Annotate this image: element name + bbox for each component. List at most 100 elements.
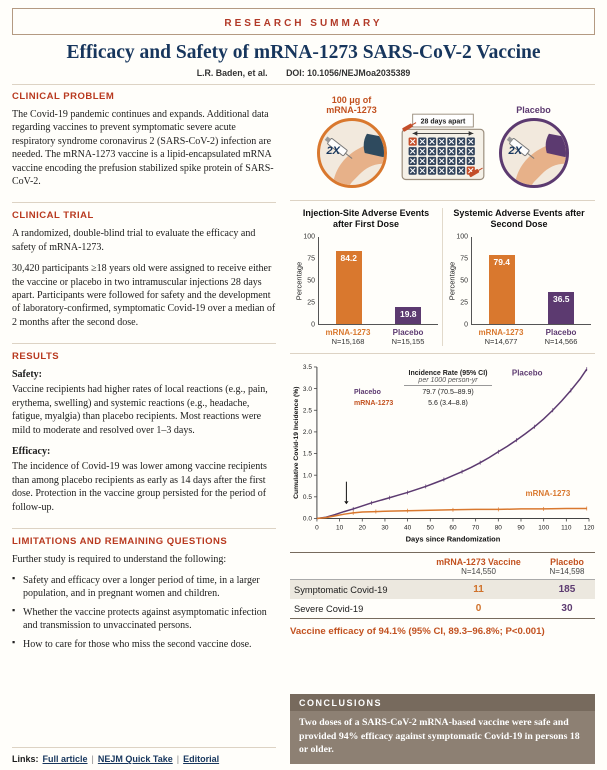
placebo-curve-label: Placebo — [512, 369, 543, 378]
y-axis-ticks: 0 25 50 75 100 — [303, 234, 318, 329]
page-title: Efficacy and Safety of mRNA-1273 SARS-Co… — [66, 42, 541, 63]
conclusions-box: CONCLUSIONS Two doses of a SARS-CoV-2 mR… — [290, 694, 595, 764]
conclusions-body: Two doses of a SARS-CoV-2 mRNA-based vac… — [299, 717, 580, 755]
y-tick-label: 50 — [460, 277, 468, 285]
legend-row-placebo: Placebo 79.7 (70.5–89.9) — [354, 389, 474, 396]
link-full-article[interactable]: Full article — [42, 754, 88, 764]
incidence-rate-legend: Incidence Rate (95% CI) per 1000 person-… — [354, 370, 492, 409]
table-row-symptomatic: Symptomatic Covid-19 11 185 — [290, 579, 595, 600]
bar-value-label: 84.2 — [340, 252, 358, 263]
cumulative-incidence-chart: 0 10 20 30 40 50 60 70 80 90 100 110 120 0.0 0.5 1.0 1.5… — [290, 353, 595, 544]
vaccine-2x-label: 2X — [326, 145, 340, 157]
section-clinical-trial: CLINICAL TRIAL A randomized, double-blin… — [12, 202, 276, 337]
svg-text:80: 80 — [495, 524, 503, 531]
bar-category-label: Placebo N=15,155 — [391, 328, 425, 346]
y-axis-label: Percentage — [294, 261, 303, 301]
figure-column: 100 μg of mRNA-1273 2X — [290, 87, 595, 764]
bar-category-label: Placebo N=14,566 — [544, 328, 578, 346]
mrna-1273-curve-label: mRNA-1273 — [526, 489, 571, 498]
authors: L.R. Baden, et al. — [196, 68, 268, 78]
conclusions-heading: CONCLUSIONS — [290, 694, 595, 712]
placebo-arm-group: Placebo 2X — [498, 91, 569, 188]
bars-area: 79.4 36.5 — [471, 237, 591, 325]
results-heading: RESULTS — [12, 351, 60, 363]
bar-category-label: mRNA-1273 N=14,677 — [478, 328, 524, 346]
svg-text:50: 50 — [427, 524, 435, 531]
clinical-trial-paragraph-2: 30,420 participants ≥18 years old were a… — [12, 263, 276, 328]
svg-text:0.5: 0.5 — [303, 494, 312, 501]
table-row-severe: Severe Covid-19 0 30 — [290, 599, 595, 619]
svg-text:60: 60 — [449, 524, 457, 531]
doi: DOI: 10.1056/NEJMoa2035389 — [286, 68, 411, 78]
limitations-list: Safety and efficacy over a longer period… — [12, 573, 276, 651]
y-tick-label: 25 — [307, 299, 315, 307]
incidence-chart-svg: 0 10 20 30 40 50 60 70 80 90 100 110 120 0.0 0.5 1.0 1.5… — [293, 364, 595, 543]
svg-text:90: 90 — [517, 524, 525, 531]
text-column: CLINICAL PROBLEM The Covid-19 pandemic c… — [12, 87, 276, 764]
legend-row-mrna: mRNA-1273 5.6 (3.4–8.8) — [354, 399, 468, 407]
byline: L.R. Baden, et al. DOI: 10.1056/NEJMoa20… — [12, 68, 595, 78]
link-separator: | — [91, 754, 94, 764]
svg-text:2.0: 2.0 — [303, 429, 312, 436]
svg-text:Days since Randomization: Days since Randomization — [406, 534, 501, 543]
svg-text:3.0: 3.0 — [303, 386, 312, 393]
safety-body: Vaccine recipients had higher rates of l… — [12, 384, 268, 436]
efficacy-subheading: Efficacy: — [12, 446, 51, 458]
vaccine-arm-group: 100 μg of mRNA-1273 2X — [316, 91, 387, 188]
placebo-injection-circle: 2X — [498, 118, 569, 188]
y-axis-ticks: 0 25 50 75 100 — [456, 233, 471, 329]
y-tick-label: 100 — [456, 233, 468, 241]
efficacy-body: The incidence of Covid-19 was lower amon… — [12, 461, 267, 513]
placebo-label: Placebo — [516, 105, 551, 115]
dose-1-syringe-icon — [401, 122, 416, 132]
svg-text:120: 120 — [584, 524, 595, 531]
svg-text:Cumulative Covid-19 Incidence: Cumulative Covid-19 Incidence (%) — [293, 387, 300, 499]
category-labels: mRNA-1273 N=15,168 Placebo N=15,155 — [318, 328, 438, 346]
dose-2-syringe-icon — [468, 167, 483, 178]
svg-text:20: 20 — [359, 524, 367, 531]
vaccine-efficacy-statement: Vaccine efficacy of 94.1% (95% CI, 89.3–… — [290, 626, 545, 638]
y-axis-label: Percentage — [447, 261, 456, 301]
content-columns: CLINICAL PROBLEM The Covid-19 pandemic c… — [12, 84, 595, 764]
vaccine-dose-label: 100 μg of mRNA-1273 — [326, 95, 377, 115]
mrna-1273-curve — [316, 507, 587, 520]
research-summary-banner: RESEARCH SUMMARY — [12, 8, 595, 35]
links-label: Links: — [12, 754, 39, 764]
y-tick-label: 0 — [311, 321, 315, 329]
bar-placebo: 19.8 — [395, 306, 422, 324]
injection-site-adverse-events-chart: Injection-Site Adverse Events after Firs… — [290, 208, 442, 346]
systemic-adverse-events-chart: Systemic Adverse Events after Second Dos… — [442, 208, 595, 346]
clinical-problem-body: The Covid-19 pandemic continues and expa… — [12, 109, 274, 187]
limitation-item: Safety and efficacy over a longer period… — [12, 573, 276, 600]
table-header-row: mRNA-1273 Vaccine N=14,550 Placebo N=14,… — [290, 552, 595, 580]
clinical-trial-paragraph-1: A randomized, double-blind trial to eval… — [12, 228, 256, 253]
svg-text:2.5: 2.5 — [303, 407, 312, 414]
arm-injection-icon — [324, 133, 384, 185]
svg-text:3.5: 3.5 — [303, 364, 312, 371]
placebo-2x-label: 2X — [508, 145, 522, 157]
chart-title: Injection-Site Adverse Events after Firs… — [302, 208, 430, 230]
bar-value-label: 79.4 — [493, 256, 511, 267]
link-nejm-quick-take[interactable]: NEJM Quick Take — [97, 754, 173, 764]
svg-text:40: 40 — [404, 524, 412, 531]
calendar-grid — [408, 137, 475, 175]
svg-text:0.0: 0.0 — [303, 516, 312, 523]
vaccine-column-header: mRNA-1273 Vaccine N=14,550 — [436, 557, 521, 577]
bar-placebo: 36.5 — [548, 292, 575, 324]
arm-injection-icon — [506, 133, 566, 185]
safety-subheading: Safety: — [12, 369, 42, 381]
bar-mrna-1273: 84.2 — [335, 250, 362, 324]
outcomes-table: mRNA-1273 Vaccine N=14,550 Placebo N=14,… — [290, 552, 595, 619]
calendar-icon: 28 days apart — [401, 113, 484, 181]
limitation-item: Whether the vaccine protects against asy… — [12, 605, 276, 632]
bar-mrna-1273: 79.4 — [488, 254, 515, 324]
legend-subtitle: per 1000 person-yr — [404, 377, 492, 386]
dosing-calendar-group: 28 days apart — [401, 113, 485, 181]
category-labels: mRNA-1273 N=14,677 Placebo N=14,566 — [471, 328, 591, 346]
link-editorial[interactable]: Editorial — [183, 754, 220, 764]
svg-text:70: 70 — [472, 524, 480, 531]
empty-header-cell — [290, 553, 418, 580]
legend-title: Incidence Rate (95% CI) — [408, 370, 488, 377]
links-row: Links: Full article | NEJM Quick Take | Edito… — [12, 747, 276, 764]
limitations-heading: LIMITATIONS AND REMAINING QUESTIONS — [12, 535, 228, 547]
